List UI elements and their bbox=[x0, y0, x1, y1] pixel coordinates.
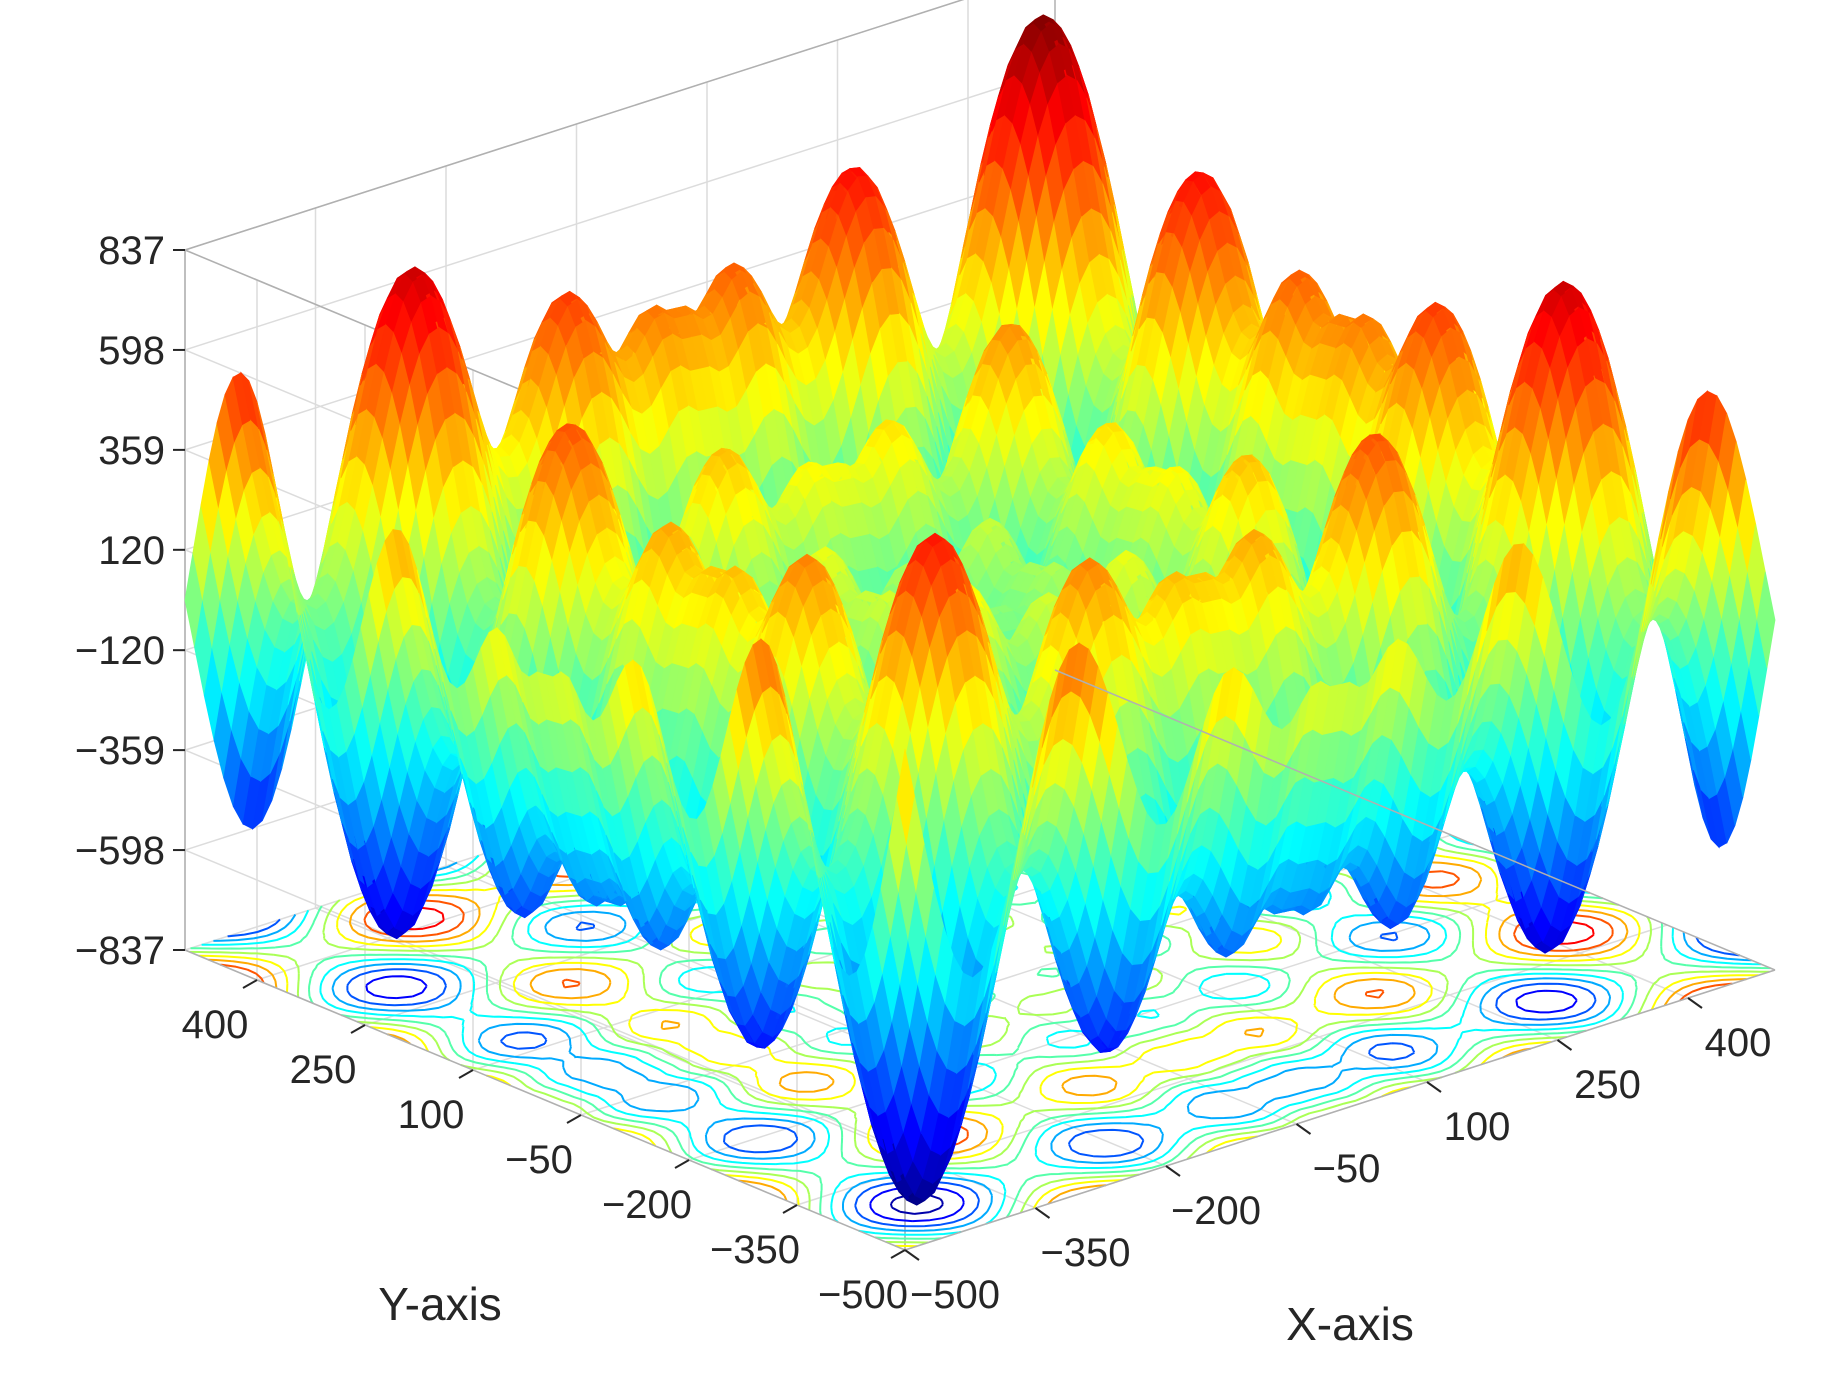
grid-line bbox=[184, 169, 1056, 451]
grid-line bbox=[184, 849, 906, 1151]
contour-line bbox=[201, 672, 1762, 1236]
grid-line bbox=[445, 865, 1167, 1167]
surface-mesh bbox=[184, 14, 1776, 1206]
box-edge bbox=[184, 0, 965, 251]
grid-line bbox=[184, 69, 1056, 351]
